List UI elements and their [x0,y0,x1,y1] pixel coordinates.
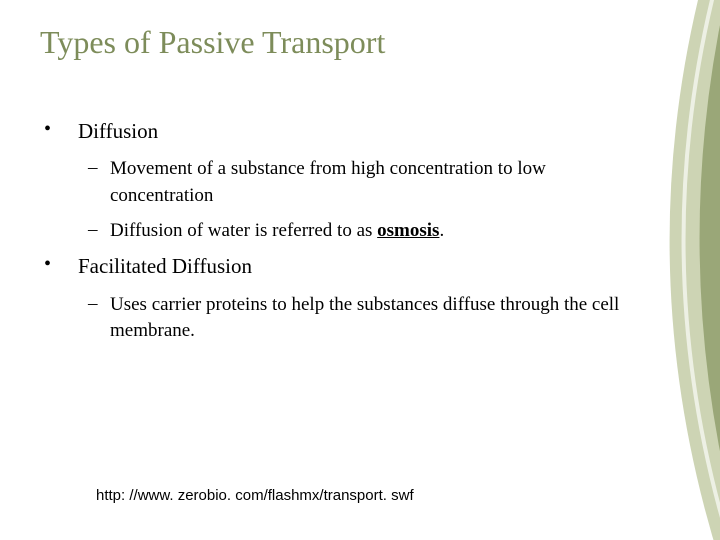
bullet-glyph: • [40,117,78,146]
sub-item-text: Movement of a substance from high concen… [110,156,680,209]
slide-title: Types of Passive Transport [40,24,680,61]
slide-content: • Diffusion – Movement of a substance fr… [40,117,680,345]
dash-glyph: – [88,156,110,209]
bullet-label: Facilitated Diffusion [78,252,252,281]
bullet-label: Diffusion [78,117,158,146]
bullet-glyph: • [40,252,78,281]
reference-link[interactable]: http: //www. zerobio. com/flashmx/transp… [96,487,414,504]
bullet-item-diffusion: • Diffusion [40,117,680,146]
sub-item-suffix: . [439,220,444,241]
bullet-item-facilitated-diffusion: • Facilitated Diffusion [40,252,680,281]
sub-item: – Movement of a substance from high conc… [88,156,680,209]
sub-item: – Uses carrier proteins to help the subs… [88,292,680,345]
sub-item-text: Diffusion of water is referred to as osm… [110,218,484,245]
sub-item-text: Uses carrier proteins to help the substa… [110,292,680,345]
dash-glyph: – [88,218,110,245]
sub-item-prefix: Diffusion of water is referred to as [110,220,377,241]
emphasized-term-osmosis: osmosis [377,220,439,241]
sub-item: – Diffusion of water is referred to as o… [88,218,680,245]
slide: Types of Passive Transport • Diffusion –… [0,0,720,540]
dash-glyph: – [88,292,110,345]
